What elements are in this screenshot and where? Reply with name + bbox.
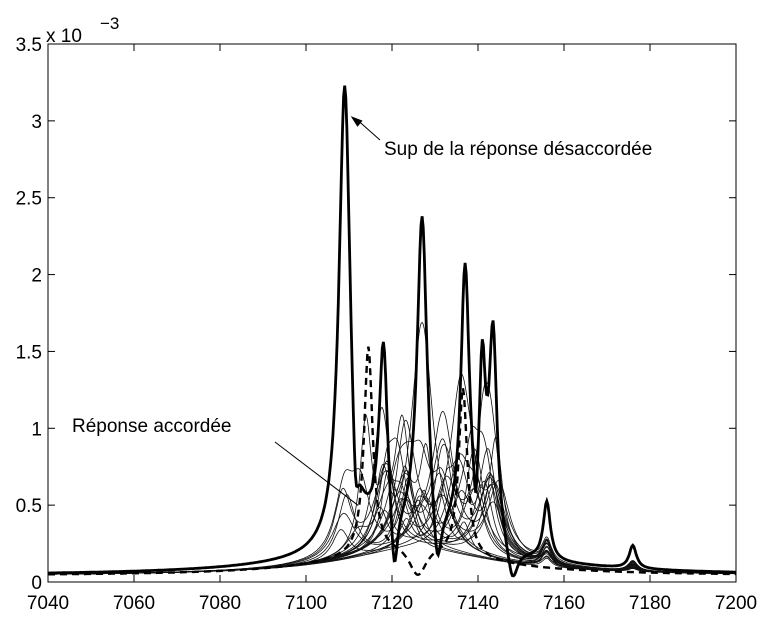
y-tick-label: 0: [31, 573, 42, 594]
x-tick-label: 7060: [113, 593, 155, 614]
x-tick-label: 7180: [629, 593, 671, 614]
x-tick-label: 7120: [371, 593, 413, 614]
curves-clipped: [48, 85, 736, 578]
y-tick-label: 2: [31, 266, 42, 287]
annotation-arrow-head: [350, 116, 363, 127]
y-tick-label: 1.5: [16, 342, 42, 363]
x-tick-label: 7040: [27, 593, 69, 614]
annotation-reponse-accordee: Réponse accordée: [72, 416, 232, 437]
tuned-response-curve: [48, 346, 736, 577]
x-tick-label: 7160: [543, 593, 585, 614]
annotations: Sup de la réponse désaccordée Réponse ac…: [72, 116, 652, 506]
x-tick-labels: 7040 7060 7080 7100 7120 7140 7160 7180 7200: [27, 593, 757, 614]
y-exponent-label: x 10 −3: [46, 14, 119, 47]
envelope-curve: [48, 85, 736, 578]
y-tick-label: 2.5: [16, 189, 42, 210]
curves: [48, 85, 736, 578]
x-tick-label: 7080: [199, 593, 241, 614]
x-tick-label: 7140: [457, 593, 499, 614]
x-tick-label: 7100: [285, 593, 327, 614]
y-tick-label: 3.5: [16, 35, 42, 56]
axis-ticks: [47, 43, 737, 583]
y-tick-label: 0.5: [16, 496, 42, 517]
annotation-tuned-line: [274, 441, 359, 506]
y-tick-label: 3: [31, 112, 42, 133]
annotation-arrow-line: [358, 120, 381, 141]
y-exponent-base: x 10: [46, 26, 82, 47]
y-exponent-power: −3: [100, 14, 119, 33]
y-tick-labels: 0 0.5 1 1.5 2 2.5 3 3.5: [16, 35, 42, 594]
y-tick-label: 1: [31, 419, 42, 440]
annotation-sup-desaccordee: Sup de la réponse désaccordée: [384, 139, 652, 160]
x-tick-label: 7200: [715, 593, 757, 614]
